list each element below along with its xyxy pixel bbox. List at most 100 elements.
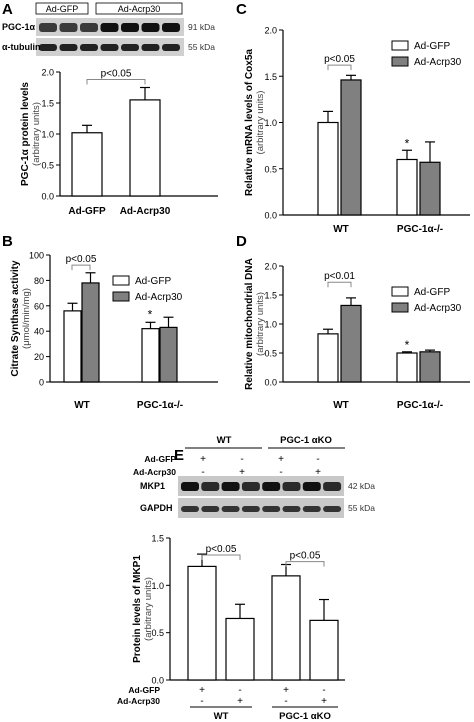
blot-band [262,506,281,512]
y-tick-label: 1.5 [264,72,277,82]
blot-band [302,482,321,491]
treatment-label: Ad-GFP [128,685,160,695]
blot-band [80,23,98,32]
blot-band [282,482,301,491]
y-tick-label: 1.0 [41,130,54,140]
y-tick-label: 0.0 [151,676,164,686]
y-tick-label: 40 [34,327,44,337]
y-tick-label: 0.0 [264,211,277,221]
blot-band [241,482,260,491]
treatment-label: Ad-Acrp30 [117,696,160,706]
y-tick-label: 0.5 [41,161,54,171]
blot-group-label: WT [217,435,232,446]
x-category-label: WT [74,400,90,411]
blot-band [121,23,139,32]
blot-row-label: MKP1 [140,481,165,491]
treatment-sign: - [238,685,241,696]
group-label: WT [214,711,229,722]
y-axis-label: Relative mitochondrial DNA [244,258,255,390]
panel-letter: B [2,233,13,250]
treatment-sign: - [200,696,203,707]
treatment-sign: + [278,454,284,465]
blot-band [100,23,119,32]
treatment-sign: + [237,696,243,707]
blot-band [262,482,281,491]
significance-star: * [148,308,153,322]
y-tick-label: 0.5 [264,164,277,174]
blot-band [141,44,160,51]
y-tick-label: 0 [39,378,44,388]
bar [317,333,339,383]
blot-band [162,23,180,32]
x-category-label: WT [333,224,349,235]
treatment-sign: - [316,454,319,465]
treatment-sign: + [315,467,321,478]
group-label-box [95,2,183,15]
blot-band [80,44,98,51]
bar [271,575,301,681]
blot-band [39,44,57,51]
bar [419,161,441,216]
treatment-sign: - [240,454,243,465]
blot-group-label: Ad-GFP [46,4,79,14]
legend-swatch [391,40,409,51]
blot-band [121,44,139,51]
legend-label: Ad-Acrp30 [135,292,183,303]
blot-band [302,506,321,512]
y-axis-label: Relative mRNA levels of Cox5a [244,49,255,196]
significance-bracket [201,554,241,561]
panel-letter: C [236,1,247,18]
significance-star: * [405,338,410,352]
significance-bracket [285,561,325,567]
y-axis-sublabel: (arbitrary units) [255,91,266,155]
x-category-label: WT [333,400,349,411]
blot-kda-label: 42 kDa [348,481,375,491]
blot-band [181,506,199,512]
bar [81,282,100,383]
treatment-sign: - [201,467,204,478]
treatment-sign: + [199,685,205,696]
blot-band [221,482,240,491]
y-tick-label: 60 [34,301,44,311]
bar [225,617,255,681]
treatment-label: Ad-Acrp30 [133,467,176,477]
legend-swatch [391,302,409,313]
bar [396,352,418,383]
treatment-sign: + [321,696,327,707]
p-value-label: p<0.05 [290,551,321,562]
legend-label: Ad-Acrp30 [414,57,462,68]
blot-band [221,506,240,512]
treatment-sign: + [239,467,245,478]
treatment-sign: - [279,467,282,478]
blot-group-label: PGC-1 αKO [280,435,332,446]
legend-swatch [391,56,409,67]
y-tick-label: 1.5 [264,291,277,301]
bar [159,326,178,383]
x-category-label: Ad-GFP [68,206,106,217]
y-axis-label: PGC-1α protein levels [20,82,31,186]
blot-band [282,506,301,512]
bar [396,158,418,216]
panel-letter: A [2,1,13,18]
y-tick-label: 2.0 [41,68,54,78]
p-value-label: p<0.01 [324,271,355,282]
legend-label: Ad-GFP [414,287,450,298]
blot-band [241,506,260,512]
x-category-label: PGC-1α-/- [397,224,443,235]
y-tick-label: 100 [29,251,44,261]
y-axis-sublabel: (arbitrary units) [31,102,42,166]
y-axis-label: Protein levels of MKP1 [132,555,143,663]
y-axis-sublabel: (μmol/min/mg) [21,288,32,349]
y-axis-sublabel: (arbitrary units) [143,577,154,641]
blot-band [323,506,342,512]
y-tick-label: 2.0 [264,26,277,36]
treatment-sign: + [283,685,289,696]
y-tick-label: 0.0 [41,192,54,202]
treatment-sign: + [200,454,206,465]
bar [317,121,339,216]
y-tick-label: 1.5 [41,99,54,109]
legend-swatch [112,275,130,286]
bar [187,565,217,681]
bar [141,328,160,383]
legend-label: Ad-GFP [414,41,450,52]
